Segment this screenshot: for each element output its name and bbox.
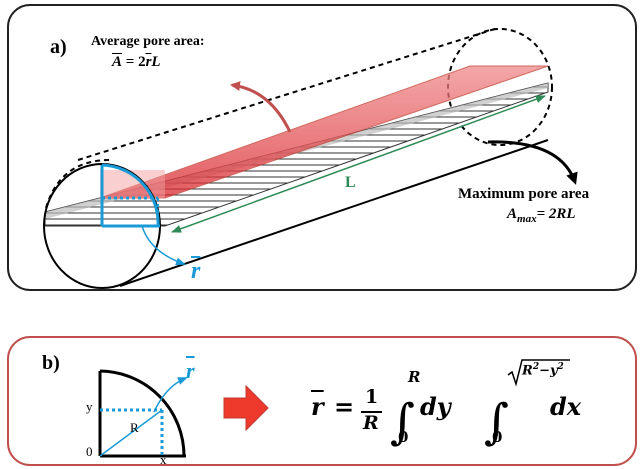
frac-denominator: R [363,412,379,434]
panel-a-tag: a) [50,36,67,58]
eq-equals: = [334,392,355,421]
int2-upper-R: R [522,363,533,379]
length-label: L [345,174,356,191]
integral-sign-1: ∫ [390,394,415,450]
panel-b-frame [7,336,637,466]
integral-sign-2: ∫ [484,394,509,450]
frac-numerator: 1 [365,386,379,408]
average-pore-area-formula: A = 2rL [112,54,161,71]
int2-upper-y-exp: 2 [557,362,564,372]
max-A: A [507,206,518,222]
average-A: A [112,54,123,70]
sqrt-sign [507,359,570,387]
R-label: R [130,420,139,435]
average-L: L [151,54,161,70]
average-pore-area-title: Average pore area: [91,34,205,49]
dx-term: dx [550,392,582,421]
max-pore-area-formula: Amax= 2RL [507,206,576,225]
int2-upper: R2−y2 [522,362,564,379]
int2-lower: 0 [492,428,503,446]
max-rhs: = 2RL [536,206,576,222]
cylinder-top-edge [77,27,499,161]
x-label: x [160,452,167,467]
average-r: r [145,54,152,70]
average-rhs: = 2 [125,54,146,70]
rbar-arrow-a [141,225,186,266]
max-pore-area-title: Maximum pore area [458,186,590,202]
implies-arrow [223,384,269,432]
rbar-label-a: r [191,258,201,284]
length-arrow [171,95,546,233]
quarter-circle-a [101,163,160,227]
int2-upper-R-exp: 2 [532,362,540,372]
cylinder-near-end-dashed [45,159,111,209]
panel-b-tag: b) [42,352,60,374]
radius-line-b [99,409,163,457]
origin-label: 0 [86,444,93,459]
int1-lower: 0 [398,428,409,446]
int2-upper-y: y [549,363,558,379]
dy-term: dy [420,392,451,421]
eq-lhs: r [311,392,324,421]
y-label: y [86,399,93,414]
rbar-label-b: r [186,358,195,383]
quarter-circle-b [99,369,186,457]
average-arrow [230,81,292,133]
rbar-arrow-b [153,377,188,413]
max-sub: max [517,213,537,225]
max-arrow [487,140,578,185]
int1-upper: R [408,368,421,386]
